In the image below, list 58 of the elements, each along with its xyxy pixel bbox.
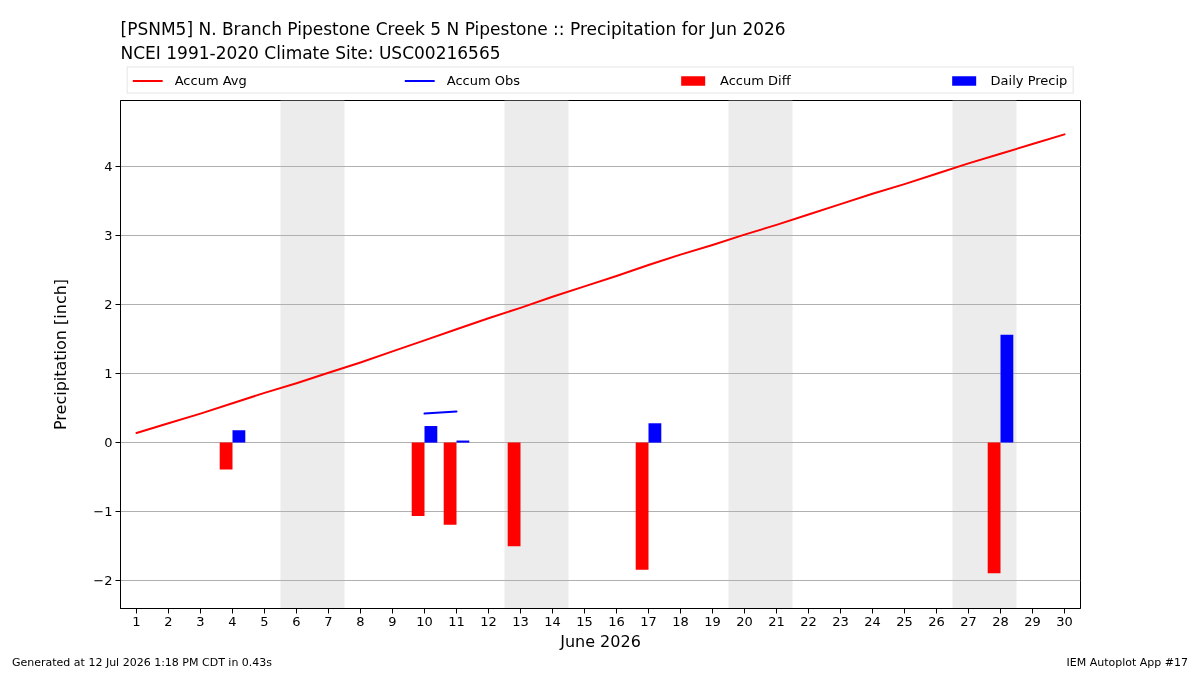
x-tick-label: 21 bbox=[768, 613, 785, 629]
y-tick-label: 2 bbox=[104, 296, 113, 312]
y-tick-label: 4 bbox=[104, 158, 113, 174]
x-tick-label: 8 bbox=[356, 613, 365, 629]
x-tick-label: 17 bbox=[640, 613, 657, 629]
x-tick-label: 24 bbox=[864, 613, 881, 629]
y-tick-label: −2 bbox=[93, 573, 113, 589]
x-tick-label: 16 bbox=[608, 613, 625, 629]
y-tick-label: 1 bbox=[104, 366, 113, 382]
x-tick-label: 11 bbox=[448, 613, 465, 629]
x-tick-label: 27 bbox=[960, 613, 977, 629]
text: IEM Autoplot App #17 bbox=[1066, 656, 1188, 670]
x-axis-title: June 2026 bbox=[559, 631, 641, 651]
x-tick-label: 25 bbox=[896, 613, 913, 629]
line-series bbox=[135, 133, 1066, 434]
bar bbox=[232, 430, 246, 443]
x-tick-label: 22 bbox=[800, 613, 817, 629]
bar bbox=[219, 442, 233, 470]
x-tick-label: 29 bbox=[1024, 613, 1041, 629]
text: Generated at 12 Jul 2026 1:18 PM CDT in 0.43s bbox=[12, 656, 273, 670]
legend-label: Daily Precip bbox=[990, 72, 1068, 88]
x-tick-label: 3 bbox=[196, 613, 205, 629]
x-tick-label: 14 bbox=[544, 613, 561, 629]
legend-label: Accum Diff bbox=[720, 72, 791, 88]
y-tick-label: 0 bbox=[104, 435, 113, 451]
legend-label: Accum Avg bbox=[174, 72, 247, 88]
x-tick-label: 7 bbox=[324, 613, 333, 629]
x-tick-label: 1 bbox=[132, 613, 141, 629]
x-tick-label: 15 bbox=[576, 613, 593, 629]
x-tick-label: 12 bbox=[480, 613, 497, 629]
x-tick-label: 13 bbox=[512, 613, 529, 629]
x-tick-label: 28 bbox=[992, 613, 1009, 629]
x-tick-label: 5 bbox=[260, 613, 269, 629]
bar bbox=[411, 442, 425, 516]
y-tick-label: 3 bbox=[104, 227, 113, 243]
x-tick-label: 9 bbox=[388, 613, 397, 629]
x-tick-label: 19 bbox=[704, 613, 721, 629]
bar bbox=[1000, 334, 1014, 443]
chart-title: [PSNM5] N. Branch Pipestone Creek 5 N Pipestone :: Precipitation for Jun 2026 bbox=[120, 18, 786, 39]
bar bbox=[635, 442, 649, 570]
chart-subtitle: NCEI 1991-2020 Climate Site: USC00216565 bbox=[120, 42, 501, 63]
bar bbox=[987, 442, 1001, 574]
x-tick-label: 20 bbox=[736, 613, 753, 629]
bar bbox=[443, 442, 457, 525]
legend-label: Accum Obs bbox=[446, 72, 521, 88]
x-tick-label: 10 bbox=[416, 613, 433, 629]
y-tick-label: −1 bbox=[93, 504, 113, 520]
bar bbox=[424, 426, 438, 443]
x-tick-label: 18 bbox=[672, 613, 689, 629]
x-tick-label: 23 bbox=[832, 613, 849, 629]
x-tick-label: 30 bbox=[1056, 613, 1073, 629]
bar bbox=[507, 442, 521, 547]
x-tick-label: 2 bbox=[164, 613, 173, 629]
bar bbox=[648, 423, 662, 443]
x-tick-label: 6 bbox=[292, 613, 301, 629]
x-tick-label: 26 bbox=[928, 613, 945, 629]
y-axis-title: Precipitation [inch] bbox=[51, 278, 71, 431]
x-tick-label: 4 bbox=[228, 613, 237, 629]
